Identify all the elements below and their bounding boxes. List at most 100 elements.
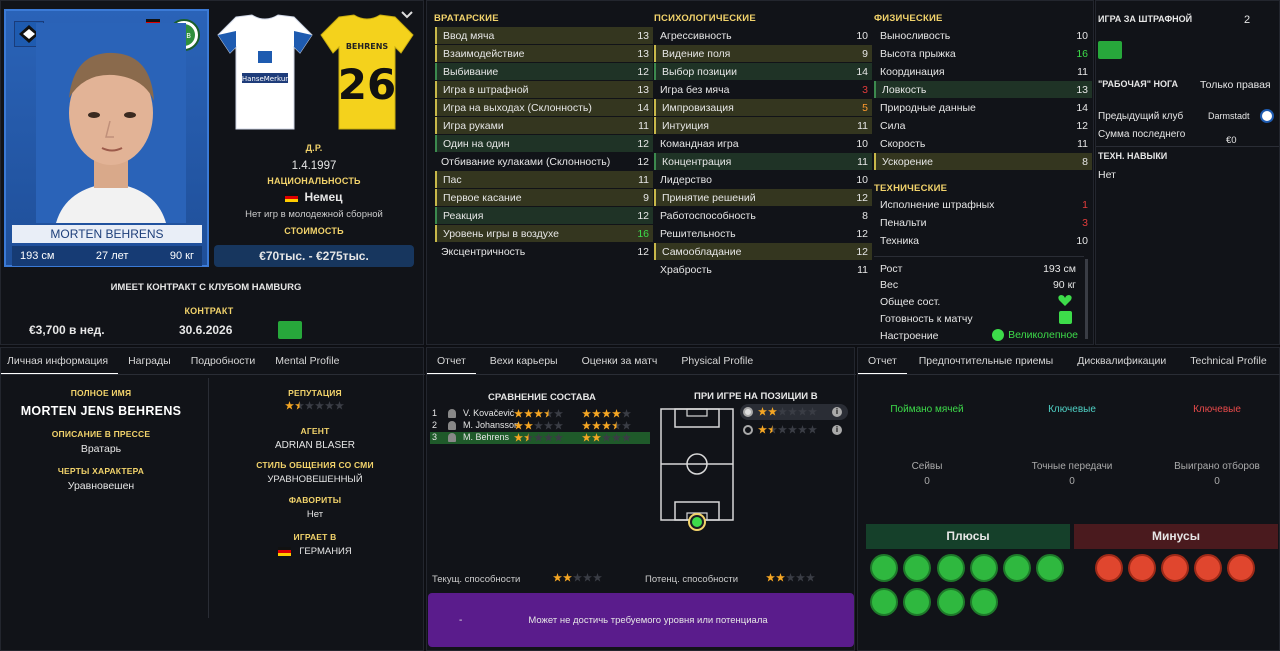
- pro-trait-icon[interactable]: [970, 554, 998, 582]
- attr-row-physical[interactable]: Координация 11: [874, 63, 1092, 80]
- attr-row-mental[interactable]: Импровизация 5: [654, 99, 872, 116]
- attr-row-mental[interactable]: Самообладание 12: [654, 243, 872, 260]
- tab-career-milestones[interactable]: Вехи карьеры: [489, 355, 558, 367]
- saves-label: Сейвы: [911, 461, 943, 472]
- attr-row-mental[interactable]: Храбрость 11: [654, 261, 872, 278]
- attr-row-gk[interactable]: Ввод мяча 13: [435, 27, 653, 44]
- radio-icon[interactable]: [743, 407, 753, 417]
- cons-header: Минусы: [1074, 524, 1278, 549]
- pro-trait-icon[interactable]: [1003, 554, 1031, 582]
- attr-row-physical[interactable]: Ускорение 8: [874, 153, 1092, 170]
- person-icon: [448, 421, 456, 430]
- tab-preferred-moves[interactable]: Предпочтительные приемы: [918, 355, 1054, 367]
- pro-trait-icon[interactable]: [903, 588, 931, 616]
- attr-row-gk[interactable]: Уровень игры в воздухе 16: [435, 225, 653, 242]
- press-value: Вратарь: [80, 443, 122, 455]
- tab-report[interactable]: Отчет: [427, 348, 476, 375]
- squad-compare-row[interactable]: 2 M. Johansson: [430, 420, 650, 432]
- attr-row-gk[interactable]: Игра на выходах (Склонность) 14: [435, 99, 653, 116]
- personal-panel: Личная информация Награды Подробности Me…: [0, 347, 425, 651]
- attr-row-mental[interactable]: Командная игра 10: [654, 135, 872, 152]
- attr-row-physical[interactable]: Природные данные 14: [874, 99, 1092, 116]
- traits-value: Уравновешен: [67, 480, 135, 492]
- pro-trait-icon[interactable]: [1036, 554, 1064, 582]
- attr-row-mental[interactable]: Выбор позиции 14: [654, 63, 872, 80]
- con-trait-icon[interactable]: [1194, 554, 1222, 582]
- attr-value: 11: [857, 119, 868, 132]
- attr-row-technical[interactable]: Техника 10: [874, 232, 1092, 249]
- attr-row-gk[interactable]: Взаимодействие 13: [435, 45, 653, 62]
- pro-trait-icon[interactable]: [870, 588, 898, 616]
- con-trait-icon[interactable]: [1095, 554, 1123, 582]
- con-trait-icon[interactable]: [1227, 554, 1255, 582]
- attr-row-mental[interactable]: Решительность 12: [654, 225, 872, 242]
- tab-report-right[interactable]: Отчет: [858, 348, 907, 375]
- shirt-number: 26: [338, 60, 396, 109]
- attr-row-gk[interactable]: Эксцентричность 12: [435, 243, 653, 260]
- attr-name: Концентрация: [662, 155, 732, 168]
- contract-status-button[interactable]: [278, 321, 302, 339]
- attr-row-gk[interactable]: Выбивание 12: [435, 63, 653, 80]
- attr-row-mental[interactable]: Игра без мяча 3: [654, 81, 872, 98]
- scrollbar[interactable]: [1085, 259, 1088, 339]
- info-icon[interactable]: i: [832, 407, 842, 417]
- radio-icon[interactable]: [743, 425, 753, 435]
- attr-value: 12: [856, 191, 868, 204]
- squad-compare-row[interactable]: 3 M. Behrens: [430, 432, 650, 444]
- attr-row-mental[interactable]: Лидерство 10: [654, 171, 872, 188]
- attr-row-mental[interactable]: Видение поля 9: [654, 45, 872, 62]
- pro-trait-icon[interactable]: [870, 554, 898, 582]
- tab-mental-profile[interactable]: Mental Profile: [275, 355, 340, 367]
- attr-row-physical[interactable]: Выносливость 10: [874, 27, 1092, 44]
- position-rating-row[interactable]: i: [740, 422, 848, 438]
- attr-row-mental[interactable]: Агрессивность 10: [654, 27, 872, 44]
- attr-row-gk[interactable]: Один на один 12: [435, 135, 653, 152]
- attr-row-mental[interactable]: Концентрация 11: [654, 153, 872, 170]
- attr-row-technical[interactable]: Пенальти 3: [874, 214, 1092, 231]
- attr-row-mental[interactable]: Принятие решений 12: [654, 189, 872, 206]
- attr-name: Принятие решений: [662, 191, 756, 204]
- attr-row-mental[interactable]: Интуиция 11: [654, 117, 872, 134]
- attr-row-gk[interactable]: Реакция 12: [435, 207, 653, 224]
- contract-end-value: 30.6.2026: [179, 323, 233, 337]
- agent-value[interactable]: ADRIAN BLASER: [274, 440, 356, 451]
- current-ability-stars: [553, 573, 603, 585]
- pro-trait-icon[interactable]: [937, 554, 965, 582]
- pro-trait-icon[interactable]: [970, 588, 998, 616]
- squad-compare-row[interactable]: 1 V. Kovačević: [430, 408, 650, 420]
- player-name: V. Kovačević: [463, 408, 515, 418]
- tab-physical-profile[interactable]: Physical Profile: [681, 355, 754, 367]
- attr-row-gk[interactable]: Отбивание кулаками (Склонность) 12: [435, 153, 653, 170]
- pro-trait-icon[interactable]: [903, 554, 931, 582]
- attr-value: 11: [857, 263, 868, 276]
- attr-row-gk[interactable]: Первое касание 9: [435, 189, 653, 206]
- tab-technical-profile[interactable]: Technical Profile: [1190, 355, 1267, 367]
- attr-row-physical[interactable]: Высота прыжка 16: [874, 45, 1092, 62]
- con-trait-icon[interactable]: [1128, 554, 1156, 582]
- info-icon[interactable]: i: [832, 425, 842, 435]
- tab-details[interactable]: Подробности: [190, 355, 256, 367]
- attr-row-gk[interactable]: Игра в штрафной 13: [435, 81, 653, 98]
- position-rating-row[interactable]: i: [740, 404, 848, 420]
- con-trait-icon[interactable]: [1161, 554, 1189, 582]
- attr-name: Ввод мяча: [443, 29, 495, 42]
- penalty-status-button[interactable]: [1098, 41, 1122, 59]
- tab-suspensions[interactable]: Дисквалификации: [1077, 355, 1167, 367]
- attr-value: 3: [1082, 216, 1088, 229]
- mental-title: ПСИХОЛОГИЧЕСКИЕ: [654, 13, 756, 24]
- column-divider: [208, 378, 209, 618]
- chevron-down-icon[interactable]: [401, 10, 413, 20]
- attr-name: Игра на выходах (Склонность): [443, 101, 592, 114]
- tab-personal-info[interactable]: Личная информация: [1, 348, 119, 375]
- attr-row-physical[interactable]: Сила 12: [874, 117, 1092, 134]
- pro-trait-icon[interactable]: [937, 588, 965, 616]
- attr-row-gk[interactable]: Пас 11: [435, 171, 653, 188]
- tab-match-ratings[interactable]: Оценки за матч: [581, 355, 658, 367]
- tab-awards[interactable]: Награды: [128, 355, 171, 367]
- prev-club-value[interactable]: Darmstadt: [1208, 111, 1250, 121]
- attr-row-mental[interactable]: Работоспособность 8: [654, 207, 872, 224]
- attr-row-physical[interactable]: Ловкость 13: [874, 81, 1092, 98]
- attr-row-technical[interactable]: Исполнение штрафных 1: [874, 196, 1092, 213]
- attr-row-physical[interactable]: Скорость 11: [874, 135, 1092, 152]
- attr-row-gk[interactable]: Игра руками 11: [435, 117, 653, 134]
